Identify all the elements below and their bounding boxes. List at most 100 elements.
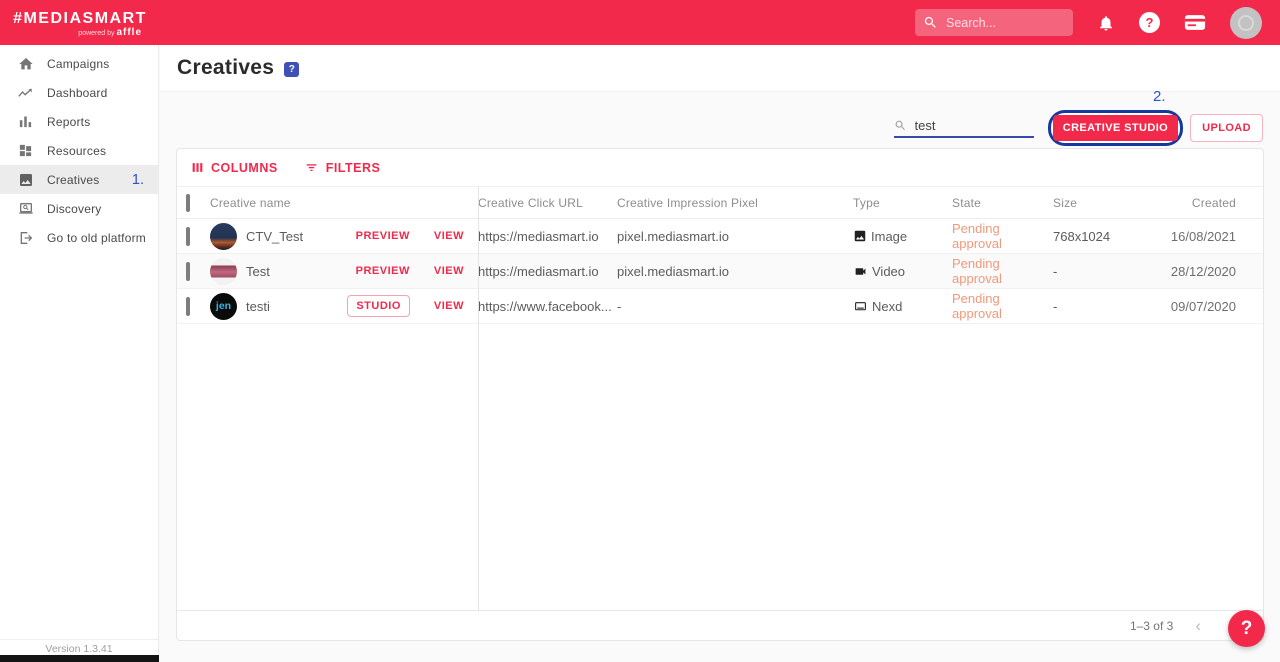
column-header[interactable]: Created <box>1191 195 1236 210</box>
table-row[interactable]: Test PREVIEW VIEW https://mediasmart.io … <box>177 254 1263 289</box>
header-help-icon[interactable]: ? <box>1139 12 1160 33</box>
sidebar-item-label: Dashboard <box>47 85 108 100</box>
action-row: CREATIVE STUDIO UPLOAD <box>893 110 1263 146</box>
pagination-bar: 1–3 of 3 ‹ <box>177 610 1263 640</box>
creative-created: 28/12/2020 <box>1170 263 1236 279</box>
table-row[interactable]: CTV_Test PREVIEW VIEW https://mediasmart… <box>177 219 1263 254</box>
sidebar-item-label: Go to old platform <box>47 230 146 245</box>
row-checkbox[interactable] <box>186 226 190 246</box>
preview-button[interactable]: PREVIEW <box>355 230 410 242</box>
table-header-row: Creative name Creative Click URL Creativ… <box>177 186 1263 219</box>
blocks-icon <box>17 143 34 158</box>
home-icon <box>17 56 34 72</box>
sidebar-item-label: Resources <box>47 143 107 158</box>
support-fab-button[interactable]: ? <box>1228 610 1265 647</box>
sidebar: Campaigns Dashboard Reports Resources Cr… <box>0 45 159 662</box>
creative-thumbnail[interactable] <box>210 222 237 250</box>
nexd-type-icon <box>855 301 866 310</box>
logo-subtitle: powered by affle <box>0 27 160 38</box>
column-header[interactable]: Creative Impression Pixel <box>617 195 759 210</box>
sidebar-item-label: Campaigns <box>47 56 110 71</box>
creative-thumbnail[interactable]: jen <box>210 292 237 320</box>
view-button[interactable]: VIEW <box>433 265 464 277</box>
creative-created: 16/08/2021 <box>1170 228 1236 244</box>
version-label: Version 1.3.41 <box>0 639 158 655</box>
app-header: #MEDIASMART powered by affle ? <box>0 0 1280 45</box>
sidebar-item-campaigns[interactable]: Campaigns <box>0 49 158 78</box>
creative-state: Pending approval <box>952 291 1002 321</box>
creative-name: testi <box>246 298 270 314</box>
view-button[interactable]: VIEW <box>433 230 464 242</box>
column-header[interactable]: Creative name <box>210 195 291 210</box>
sidebar-item-label: Creatives <box>47 172 100 187</box>
select-all-checkbox[interactable] <box>186 193 190 212</box>
column-header[interactable]: Type <box>853 195 880 210</box>
filters-button[interactable]: FILTERS <box>304 161 381 175</box>
window-edge-strip <box>0 655 159 662</box>
creative-impression-pixel: pixel.mediasmart.io <box>617 228 729 244</box>
sidebar-item-old-platform[interactable]: Go to old platform <box>0 223 158 252</box>
table-empty-area <box>177 324 1263 610</box>
logo-brand-text: affle <box>116 26 142 38</box>
search-laptop-icon <box>17 201 34 217</box>
sidebar-item-discovery[interactable]: Discovery <box>0 194 158 223</box>
creatives-search[interactable] <box>893 118 1034 138</box>
column-header[interactable]: Size <box>1053 195 1078 210</box>
filters-label: FILTERS <box>325 160 381 175</box>
sidebar-item-dashboard[interactable]: Dashboard <box>0 78 158 107</box>
creatives-search-input[interactable] <box>914 118 1034 133</box>
preview-button[interactable]: PREVIEW <box>355 265 410 277</box>
notifications-bell-icon[interactable] <box>1097 14 1115 32</box>
creative-size: - <box>1053 263 1058 279</box>
logo-title: #MEDIASMART <box>13 9 147 27</box>
view-button[interactable]: VIEW <box>433 300 464 312</box>
creative-created: 09/07/2020 <box>1170 298 1236 314</box>
creative-studio-button[interactable]: CREATIVE STUDIO <box>1052 115 1179 141</box>
creatives-table: Creative name Creative Click URL Creativ… <box>177 186 1263 610</box>
upload-button[interactable]: UPLOAD <box>1190 114 1263 142</box>
creative-type: Nexd <box>872 298 903 314</box>
image-icon <box>17 172 34 188</box>
bar-chart-icon <box>17 114 34 129</box>
previous-page-chevron-icon[interactable]: ‹ <box>1195 616 1201 635</box>
sidebar-item-reports[interactable]: Reports <box>0 107 158 136</box>
sidebar-item-resources[interactable]: Resources <box>0 136 158 165</box>
creative-click-url: https://mediasmart.io <box>478 228 599 244</box>
columns-label: COLUMNS <box>211 160 278 175</box>
columns-button[interactable]: COLUMNS <box>191 161 278 175</box>
exit-icon <box>17 230 34 246</box>
search-icon <box>895 120 905 131</box>
creative-thumbnail[interactable] <box>210 257 237 285</box>
search-icon <box>924 16 936 28</box>
creative-click-url: https://www.facebook... <box>478 298 612 314</box>
creative-name: Test <box>246 263 270 279</box>
global-search[interactable] <box>915 9 1073 36</box>
header-actions: ? <box>915 6 1280 39</box>
user-avatar[interactable] <box>1230 6 1262 39</box>
table-row[interactable]: jen testi STUDIO VIEW https://www.facebo… <box>177 289 1263 324</box>
sidebar-item-creatives[interactable]: Creatives 1. <box>0 165 158 194</box>
global-search-input[interactable] <box>915 15 1073 30</box>
column-header[interactable]: Creative Click URL <box>478 195 583 210</box>
creatives-table-card: COLUMNS FILTERS Creative name Creative C… <box>176 148 1264 641</box>
creative-impression-pixel: pixel.mediasmart.io <box>617 263 729 279</box>
logo[interactable]: #MEDIASMART powered by affle <box>0 8 160 38</box>
column-header[interactable]: State <box>952 195 982 210</box>
row-checkbox[interactable] <box>186 296 190 316</box>
creative-click-url: https://mediasmart.io <box>478 263 599 279</box>
studio-button[interactable]: STUDIO <box>347 295 410 317</box>
creative-size: - <box>1053 298 1058 314</box>
video-type-icon <box>855 267 866 275</box>
creative-state: Pending approval <box>952 256 1002 286</box>
annotation-1: 1. <box>131 171 144 188</box>
billing-card-icon[interactable] <box>1184 14 1206 31</box>
table-toolbar: COLUMNS FILTERS <box>177 149 1263 186</box>
annotation-highlight-ring: CREATIVE STUDIO <box>1047 110 1184 146</box>
page-help-icon[interactable]: ? <box>280 62 300 79</box>
creative-size: 768x1024 <box>1053 228 1111 244</box>
page-titlebar: Creatives ? <box>160 45 1280 92</box>
annotation-2: 2. <box>1153 88 1166 105</box>
logo-powered-text: powered by <box>78 29 117 37</box>
creative-type: Video <box>872 263 906 279</box>
row-checkbox[interactable] <box>186 261 190 281</box>
